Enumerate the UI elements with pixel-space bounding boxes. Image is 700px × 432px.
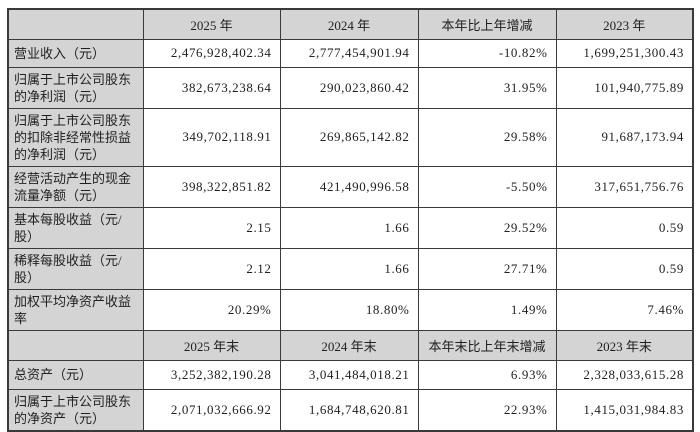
yearend-rows: 总资产（元） 3,252,382,190.28 3,041,484,018.21… [7,359,694,431]
table-row: 归属于上市公司股东的净资产（元） 2,071,032,666.92 1,684,… [7,388,694,431]
cell-2025-value: 2,476,928,402.34 [142,38,281,68]
cell-2025-value: 3,252,382,190.28 [142,359,281,390]
cell-change-value: -5.50% [417,165,557,208]
table-row: 总资产（元） 3,252,382,190.28 3,041,484,018.21… [7,359,694,390]
cell-change-value: 22.93% [417,388,557,431]
cell-2024-value: 2,777,454,901.94 [279,38,419,68]
cell-2024-value: 421,490,996.58 [279,165,419,208]
col-header-yoy-change: 本年比上年增减 [417,8,557,40]
cell-2025-value: 2.15 [142,206,281,249]
cell-change-value: 27.71% [417,247,557,290]
cell-change-value: 29.52% [417,206,557,249]
col-header-2024-yearend: 2024 年末 [279,329,419,361]
cell-2024-value: 1,684,748,620.81 [279,388,419,431]
cell-change-value: 31.95% [417,66,557,109]
row-label: 总资产（元） [7,359,144,390]
cell-2023-value: 1,415,031,984.83 [555,388,694,431]
cell-2025-value: 2,071,032,666.92 [142,388,281,431]
cell-2025-value: 349,702,118.91 [142,107,281,167]
row-label: 归属于上市公司股东的扣除非经常性损益的净利润（元） [7,107,144,167]
cell-2023-value: 91,687,173.94 [555,107,694,167]
row-label: 加权平均净资产收益率 [7,288,144,331]
col-header-yearend-change: 本年末比上年末增减 [417,329,557,361]
table-row: 营业收入（元） 2,476,928,402.34 2,777,454,901.9… [7,38,694,68]
financial-summary-table: 2025 年 2024 年 本年比上年增减 2023 年 营业收入（元） 2,4… [7,8,694,432]
table-row: 稀释每股收益（元/股） 2.12 1.66 27.71% 0.59 [7,247,694,290]
table-row: 加权平均净资产收益率 20.29% 18.80% 1.49% 7.46% [7,288,694,331]
cell-change-value: -10.82% [417,38,557,68]
table-row: 归属于上市公司股东的净利润（元） 382,673,238.64 290,023,… [7,66,694,109]
cell-2025-value: 398,322,851.82 [142,165,281,208]
cell-2024-value: 3,041,484,018.21 [279,359,419,390]
cell-change-value: 29.58% [417,107,557,167]
table-row: 归属于上市公司股东的扣除非经常性损益的净利润（元） 349,702,118.91… [7,107,694,167]
row-label: 稀释每股收益（元/股） [7,247,144,290]
row-label: 基本每股收益（元/股） [7,206,144,249]
cell-2025-value: 382,673,238.64 [142,66,281,109]
row-label: 归属于上市公司股东的净资产（元） [7,388,144,431]
cell-2024-value: 290,023,860.42 [279,66,419,109]
cell-2023-value: 1,699,251,300.43 [555,38,694,68]
financial-summary-table-wrap: 2025 年 2024 年 本年比上年增减 2023 年 营业收入（元） 2,4… [7,8,694,432]
col-header-2023-yearend: 2023 年末 [555,329,694,361]
cell-2024-value: 1.66 [279,247,419,290]
cell-2024-value: 1.66 [279,206,419,249]
table-row: 基本每股收益（元/股） 2.15 1.66 29.52% 0.59 [7,206,694,249]
cell-2025-value: 2.12 [142,247,281,290]
cell-2023-value: 2,328,033,615.28 [555,359,694,390]
col-header-2025-yearend: 2025 年末 [142,329,281,361]
header-row-annual: 2025 年 2024 年 本年比上年增减 2023 年 [7,8,694,40]
cell-2024-value: 18.80% [279,288,419,331]
row-label: 营业收入（元） [7,38,144,68]
col-header-2025: 2025 年 [142,8,281,40]
cell-change-value: 1.49% [417,288,557,331]
header-empty-cell [7,8,144,40]
cell-2024-value: 269,865,142.82 [279,107,419,167]
header-row-yearend: 2025 年末 2024 年末 本年末比上年末增减 2023 年末 [7,329,694,361]
cell-2025-value: 20.29% [142,288,281,331]
header-empty-cell-yearend [7,329,144,361]
cell-2023-value: 101,940,775.89 [555,66,694,109]
col-header-2024: 2024 年 [279,8,419,40]
cell-change-value: 6.93% [417,359,557,390]
row-label: 归属于上市公司股东的净利润（元） [7,66,144,109]
row-label: 经营活动产生的现金流量净额（元） [7,165,144,208]
cell-2023-value: 317,651,756.76 [555,165,694,208]
cell-2023-value: 0.59 [555,247,694,290]
col-header-2023: 2023 年 [555,8,694,40]
annual-rows: 营业收入（元） 2,476,928,402.34 2,777,454,901.9… [7,38,694,331]
table-row: 经营活动产生的现金流量净额（元） 398,322,851.82 421,490,… [7,165,694,208]
cell-2023-value: 7.46% [555,288,694,331]
cell-2023-value: 0.59 [555,206,694,249]
